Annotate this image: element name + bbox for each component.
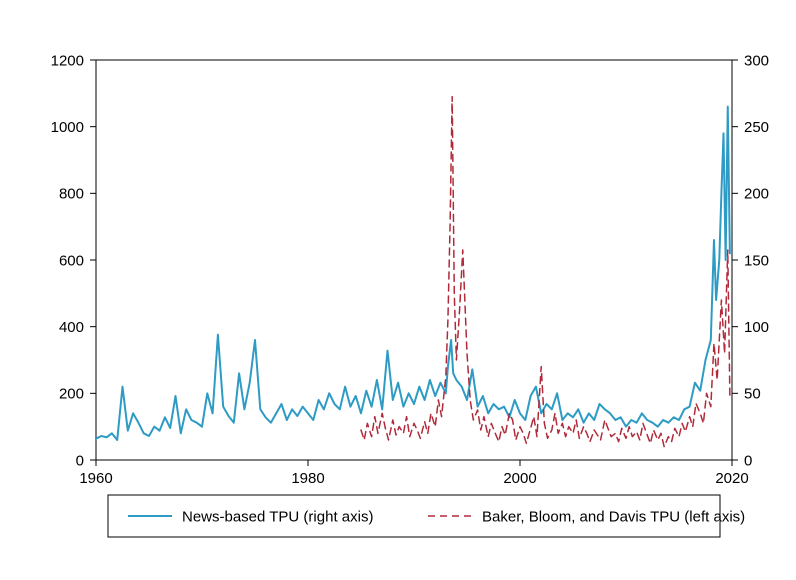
- x-tick-label: 1980: [291, 470, 324, 487]
- y-right-tick-label: 0: [744, 452, 752, 469]
- y-left-tick-label: 0: [76, 452, 84, 469]
- plot-area: [96, 60, 732, 460]
- y-left-tick-label: 600: [59, 252, 84, 269]
- y-left-tick-label: 200: [59, 386, 84, 403]
- legend-label-1: Baker, Bloom, and Davis TPU (left axis): [482, 508, 745, 525]
- x-tick-label: 1960: [79, 470, 112, 487]
- y-left-tick-label: 1000: [51, 119, 84, 136]
- y-right-tick-label: 50: [744, 386, 761, 403]
- y-left-tick-label: 1200: [51, 52, 84, 69]
- tpu-comparison-chart: 1960198020002020020040060080010001200050…: [0, 0, 796, 580]
- y-left-tick-label: 800: [59, 186, 84, 203]
- y-right-tick-label: 300: [744, 52, 769, 69]
- y-left-tick-label: 400: [59, 319, 84, 336]
- y-right-tick-label: 150: [744, 252, 769, 269]
- y-right-tick-label: 250: [744, 119, 769, 136]
- x-tick-label: 2000: [503, 470, 536, 487]
- x-tick-label: 2020: [715, 470, 748, 487]
- legend-label-0: News-based TPU (right axis): [182, 508, 373, 525]
- y-right-tick-label: 100: [744, 319, 769, 336]
- y-right-tick-label: 200: [744, 186, 769, 203]
